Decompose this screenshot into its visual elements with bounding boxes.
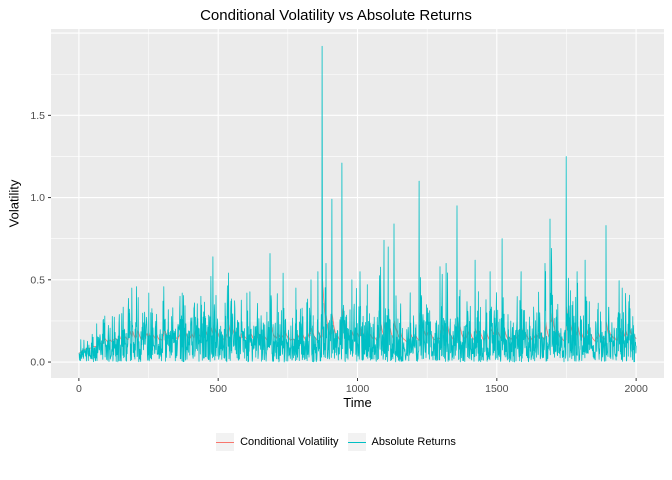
legend-item-absolute-returns: Absolute Returns [347, 433, 456, 451]
x-tick-label: 0 [76, 383, 82, 395]
y-tick-label: 0.5 [30, 274, 45, 286]
x-tick-label: 2000 [624, 383, 648, 395]
chart-title: Conditional Volatility vs Absolute Retur… [200, 7, 472, 24]
legend-line-icon [347, 441, 366, 443]
y-tick-label: 1.0 [30, 192, 45, 204]
axes: 0 500 1000 1500 2000 0.0 0.5 1.0 1.5 [30, 110, 648, 395]
y-tick-label: 0.0 [30, 357, 45, 369]
y-tick-label: 1.5 [30, 110, 45, 122]
x-tick-label: 1500 [485, 383, 509, 395]
legend-key-conditional-volatility [216, 433, 235, 451]
gridlines [51, 29, 664, 378]
legend-item-conditional-volatility: Conditional Volatility [216, 433, 339, 451]
legend-label: Conditional Volatility [240, 436, 339, 448]
legend-key-absolute-returns [347, 433, 366, 451]
x-tick-label: 1000 [346, 383, 370, 395]
legend-label: Absolute Returns [371, 436, 456, 448]
legend-line-icon [216, 441, 235, 443]
series-absolute-returns [78, 45, 637, 363]
x-axis-title: Time [343, 395, 372, 410]
x-tick-label: 500 [209, 383, 227, 395]
legend: Conditional Volatility Absolute Returns [0, 432, 672, 452]
y-axis-title: Volatility [6, 179, 22, 228]
